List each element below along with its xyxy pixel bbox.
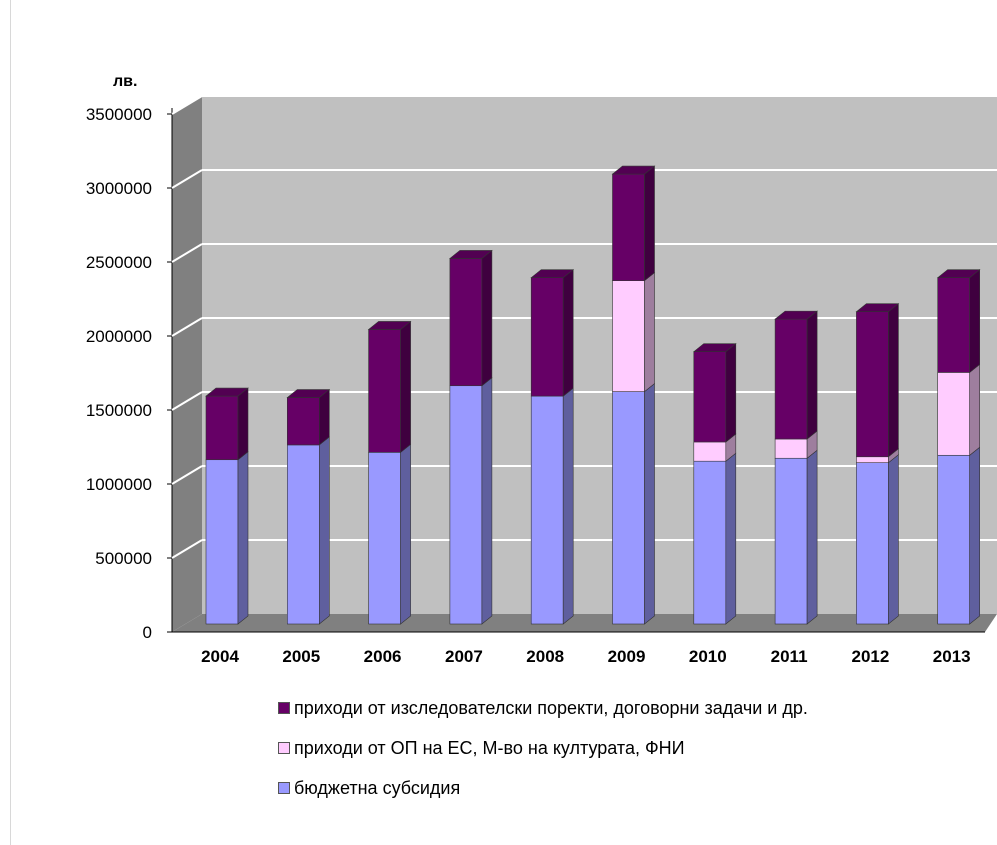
x-tick-label: 2007 <box>445 647 483 666</box>
x-tick-label: 2013 <box>933 647 971 666</box>
legend: приходи от изследователски поректи, дого… <box>278 698 808 818</box>
gridline-side <box>171 243 203 263</box>
x-tick-label: 2010 <box>689 647 727 666</box>
legend-item: приходи от изследователски поректи, дого… <box>278 698 808 718</box>
gridline-side <box>171 95 203 115</box>
y-tick-label: 0 <box>143 623 152 642</box>
bar-segment <box>530 269 575 397</box>
bar-segment <box>367 320 412 453</box>
x-tick-label: 2004 <box>201 647 239 666</box>
bar-segment <box>937 363 981 456</box>
x-tick-label: 2006 <box>364 647 402 666</box>
gridline-side <box>171 317 203 337</box>
y-tick-label: 3500000 <box>86 105 152 124</box>
legend-label: приходи от ОП на ЕС, М-во на културата, … <box>294 737 685 758</box>
bar-segment <box>368 443 411 625</box>
bar-segment <box>530 387 574 625</box>
gridline-side <box>171 539 203 559</box>
y-tick-label: 2000000 <box>86 327 152 346</box>
bar-segment <box>286 388 331 446</box>
legend-label: приходи от изследователски поректи, дого… <box>294 697 808 718</box>
gridline-side <box>171 391 203 411</box>
gridline-side <box>171 169 203 189</box>
y-tick-label: 1000000 <box>86 475 152 494</box>
page-border <box>10 0 11 845</box>
bar-segment <box>937 446 981 625</box>
y-tick-label: 3000000 <box>86 179 152 198</box>
legend-swatch <box>278 742 290 754</box>
bar-segment <box>692 343 737 443</box>
y-tick-label: 2500000 <box>86 253 152 272</box>
bar-segment <box>449 377 493 625</box>
bars <box>205 165 981 625</box>
bar-segment <box>774 449 818 625</box>
bar-segment <box>612 383 655 625</box>
legend-swatch <box>278 702 290 714</box>
bar-segment <box>611 165 656 282</box>
bar-segment <box>286 436 330 625</box>
legend-item: бюджетна субсидия <box>278 778 808 798</box>
side-wall <box>172 96 202 632</box>
bar-segment <box>205 451 249 625</box>
x-tick-label: 2009 <box>608 647 646 666</box>
bar-segment <box>612 272 655 393</box>
legend-label: бюджетна субсидия <box>294 777 461 798</box>
bar-segment <box>693 452 737 625</box>
legend-swatch <box>278 782 290 794</box>
unit-label: лв. <box>113 73 137 90</box>
gridline-side <box>171 465 203 485</box>
bar-segment <box>855 303 900 458</box>
bar-segment <box>449 249 493 387</box>
y-tick-label: 500000 <box>95 549 152 568</box>
y-axis-ticks: 0 500000 1000000 1500000 2000000 2500000 30000… <box>86 105 172 642</box>
legend-item: приходи от ОП на ЕС, М-во на културата, … <box>278 738 808 758</box>
bar-segment <box>856 454 899 625</box>
x-tick-label: 2008 <box>526 647 564 666</box>
x-axis-ticks: 2004 2005 2006 2007 2008 2009 2010 2011 2012 2013 <box>201 647 971 666</box>
x-tick-label: 2012 <box>851 647 889 666</box>
bar-segment <box>205 387 249 461</box>
bar-segment <box>774 310 818 440</box>
x-tick-label: 2005 <box>282 647 320 666</box>
bar-segment <box>936 269 981 374</box>
y-tick-label: 1500000 <box>86 401 152 420</box>
x-tick-label: 2011 <box>771 647 808 666</box>
